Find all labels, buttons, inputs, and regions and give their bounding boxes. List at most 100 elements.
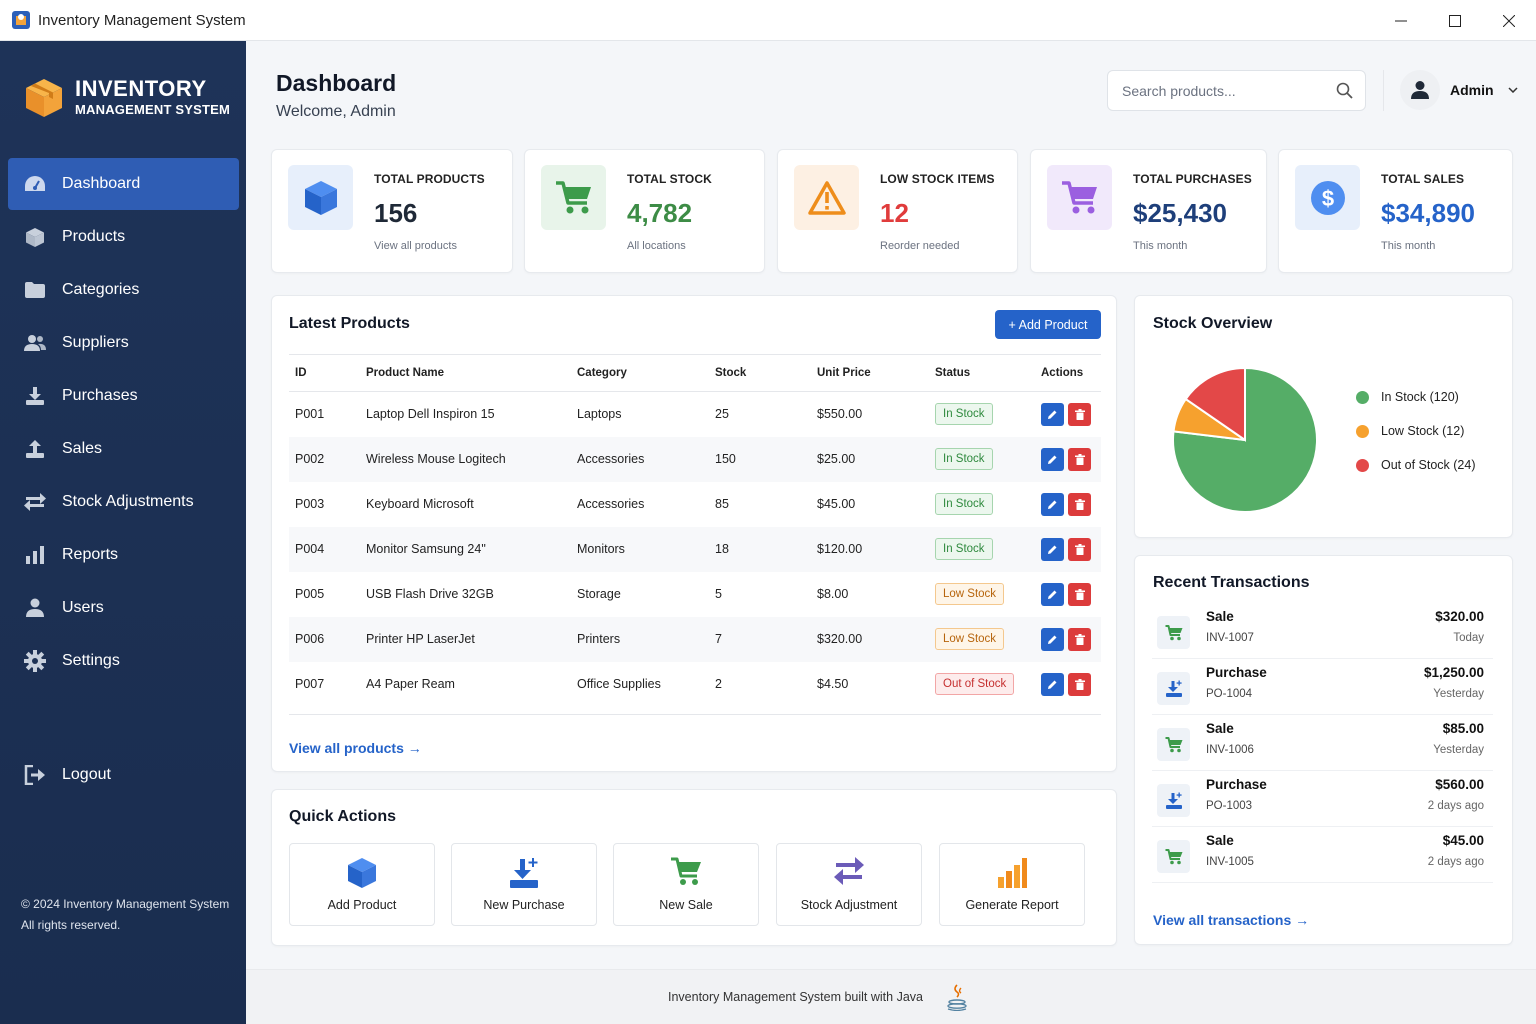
legend-item: Out of Stock (24): [1356, 458, 1475, 472]
edit-button[interactable]: [1041, 492, 1064, 516]
minimize-button[interactable]: [1374, 0, 1428, 41]
sidebar-item-sales[interactable]: Sales: [8, 423, 239, 475]
trash-icon: [1074, 453, 1085, 465]
search-icon[interactable]: [1336, 82, 1353, 99]
stat-note: View all products: [374, 240, 457, 252]
dashboard-icon: [24, 173, 46, 195]
edit-button[interactable]: [1041, 447, 1064, 471]
column-header[interactable]: Product Name: [360, 354, 571, 392]
delete-button[interactable]: [1068, 582, 1091, 606]
status-badge: Out of Stock: [935, 673, 1015, 695]
table-row[interactable]: P005 USB Flash Drive 32GB Storage 5 $8.00 Low…: [289, 572, 1101, 617]
sidebar-item-suppliers[interactable]: Suppliers: [8, 317, 239, 369]
delete-button[interactable]: [1068, 627, 1091, 651]
status-badge: Low Stock: [935, 628, 1005, 650]
cell-status: In Stock: [929, 482, 1035, 527]
table-row[interactable]: P004 Monitor Samsung 24" Monitors 18 $120.00…: [289, 526, 1101, 572]
products-table: ID Product Name Category Stock Unit Pric…: [289, 354, 1101, 707]
sidebar-item-label: Sales: [62, 440, 103, 457]
edit-button[interactable]: [1041, 582, 1064, 606]
quick-action-label: New Sale: [659, 898, 713, 912]
transaction-item[interactable]: Sale INV-1006 $85.00 Yesterday: [1152, 715, 1493, 771]
brand-subtitle: MANAGEMENT SYSTEM: [75, 102, 231, 117]
transaction-item[interactable]: Purchase PO-1003 $560.00 2 days ago: [1152, 771, 1493, 827]
quick-action-new-purchase[interactable]: New Purchase: [451, 843, 597, 926]
status-badge: In Stock: [935, 448, 993, 470]
cell-actions: [1035, 662, 1101, 707]
stat-card-total-products[interactable]: TOTAL PRODUCTS 156 View all products: [271, 149, 513, 273]
cell-id: P002: [289, 436, 360, 482]
transaction-item[interactable]: Sale INV-1005 $45.00 2 days ago: [1152, 827, 1493, 883]
sidebar-item-purchases[interactable]: Purchases: [8, 370, 239, 422]
cart-icon: [1061, 180, 1097, 213]
user-name: Admin: [1450, 82, 1494, 98]
cell-stock: 85: [715, 497, 729, 511]
pie-slice-out-of-stock: [1184, 366, 1246, 442]
trash-icon: [1074, 588, 1085, 600]
cart-icon: [1165, 848, 1182, 864]
search-input[interactable]: [1122, 82, 1322, 99]
trash-icon: [1074, 543, 1085, 555]
close-button[interactable]: [1482, 0, 1536, 41]
sidebar-item-reports[interactable]: Reports: [8, 529, 239, 581]
user-menu[interactable]: Admin: [1400, 70, 1518, 110]
quick-action-add-product[interactable]: Add Product: [289, 843, 435, 926]
transaction-item[interactable]: Sale INV-1007 $320.00 Today: [1152, 603, 1493, 659]
quick-action-generate-report[interactable]: Generate Report: [939, 843, 1085, 926]
cell-price: $25.00: [811, 436, 929, 482]
table-row[interactable]: P002 Wireless Mouse Logitech Accessories 15…: [289, 436, 1101, 482]
maximize-button[interactable]: [1428, 0, 1482, 41]
sidebar-item-users[interactable]: Users: [8, 582, 239, 634]
table-row[interactable]: P006 Printer HP LaserJet Printers 7 $320.00 L…: [289, 616, 1101, 662]
quick-action-new-sale[interactable]: New Sale: [613, 843, 759, 926]
column-header[interactable]: Unit Price: [811, 354, 929, 392]
transaction-ref: INV-1005: [1206, 856, 1254, 868]
quick-actions-title: Quick Actions: [289, 808, 396, 825]
java-icon: [947, 984, 967, 1011]
trash-icon: [1074, 408, 1085, 420]
table-row[interactable]: P001 Laptop Dell Inspiron 15 Laptops 25 $550…: [289, 392, 1101, 437]
sidebar-item-dashboard[interactable]: Dashboard: [8, 158, 239, 210]
stat-card-total-purchases[interactable]: TOTAL PURCHASES $25,430 This month: [1030, 149, 1267, 273]
table-row[interactable]: P007 A4 Paper Ream Office Supplies 2 $4.50 Ou…: [289, 662, 1101, 707]
stat-card-low-stock[interactable]: LOW STOCK ITEMS 12 Reorder needed: [777, 149, 1018, 273]
cell-price: $550.00: [817, 407, 863, 422]
cell-actions: [1035, 482, 1101, 527]
logout-button[interactable]: Logout: [8, 749, 239, 801]
delete-button[interactable]: [1068, 537, 1091, 561]
sidebar-item-categories[interactable]: Categories: [8, 264, 239, 316]
column-header: Actions: [1035, 354, 1101, 392]
edit-button[interactable]: [1041, 402, 1064, 426]
cell-price: $320.00: [811, 616, 929, 662]
delete-button[interactable]: [1068, 492, 1091, 516]
add-product-button[interactable]: + Add Product: [995, 310, 1101, 339]
sidebar-item-products[interactable]: Products: [8, 211, 239, 263]
cell-id: P004: [289, 526, 360, 572]
column-header[interactable]: Status: [929, 354, 1035, 392]
recent-transactions-card: Recent Transactions View all transaction…: [1134, 555, 1513, 945]
stat-card-total-stock[interactable]: TOTAL STOCK 4,782 All locations: [524, 149, 765, 273]
edit-button[interactable]: [1041, 627, 1064, 651]
column-header[interactable]: ID: [289, 354, 360, 392]
delete-button[interactable]: [1068, 402, 1091, 426]
cart-icon: [1165, 624, 1182, 640]
sidebar-item-label: Dashboard: [62, 175, 141, 192]
quick-action-stock-adjustment[interactable]: Stock Adjustment: [776, 843, 922, 926]
column-header[interactable]: Category: [571, 354, 709, 392]
view-all-products-link[interactable]: View all products →: [289, 740, 422, 756]
legend-item: In Stock (120): [1356, 390, 1459, 404]
delete-button[interactable]: [1068, 447, 1091, 471]
column-header[interactable]: Stock: [709, 354, 811, 392]
edit-button[interactable]: [1041, 537, 1064, 561]
transaction-item[interactable]: Purchase PO-1004 $1,250.00 Yesterday: [1152, 659, 1493, 715]
table-row[interactable]: P003 Keyboard Microsoft Accessories 85 $45.0…: [289, 482, 1101, 527]
stat-card-total-sales[interactable]: $ TOTAL SALES $34,890 This month: [1278, 149, 1513, 273]
legend-swatch: [1356, 424, 1369, 438]
sidebar-item-settings[interactable]: Settings: [8, 635, 239, 687]
cart-icon: [1165, 736, 1182, 752]
legend-swatch: [1356, 390, 1369, 404]
delete-button[interactable]: [1068, 672, 1091, 696]
edit-button[interactable]: [1041, 672, 1064, 696]
sidebar-item-stock-adjustments[interactable]: Stock Adjustments: [8, 476, 239, 528]
view-all-transactions-link[interactable]: View all transactions →: [1153, 912, 1310, 928]
